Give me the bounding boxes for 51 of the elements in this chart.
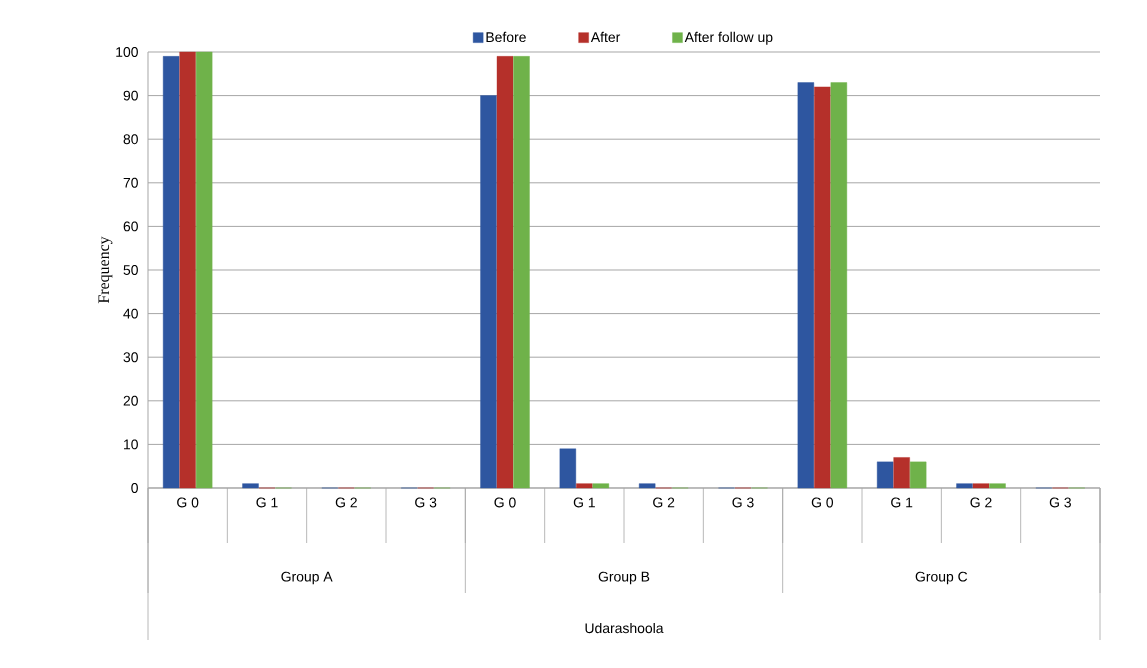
bar: [909, 461, 927, 489]
text: Udarashoola: [585, 622, 664, 634]
x-tick-label: G 1: [573, 497, 595, 508]
bar: [480, 95, 497, 489]
bar: [956, 483, 973, 489]
y-tick-label: 50: [123, 265, 138, 275]
bar: [242, 483, 259, 489]
bar: [797, 82, 815, 489]
x-tick-label: G 3: [415, 497, 437, 508]
legend-label: After follow up: [684, 31, 773, 45]
bar: [195, 51, 213, 489]
y-tick-label: 10: [124, 439, 138, 450]
bar: [162, 56, 180, 489]
y-tick-label: 100: [116, 47, 138, 57]
y-tick-label: 80: [123, 134, 138, 145]
bar: [893, 457, 910, 489]
x-tick-label: G 2: [653, 497, 675, 508]
bar: [876, 461, 894, 489]
y-tick-label: 40: [123, 308, 138, 319]
legend-label: After: [590, 31, 621, 43]
bar: [972, 483, 990, 489]
x-tick-label: G 0: [494, 497, 516, 508]
bar: [576, 483, 593, 489]
bar: [513, 56, 530, 489]
bar: [830, 82, 848, 489]
legend-label: Before: [486, 31, 526, 43]
bar: [592, 483, 610, 489]
y-tick-label: 90: [123, 90, 138, 101]
y-tick-label: 30: [123, 352, 138, 363]
y-tick-label: 0: [131, 483, 138, 493]
x-tick-label: G 1: [256, 497, 278, 508]
y-tick-label: 70: [123, 177, 138, 188]
x-tick-label: G 1: [891, 497, 913, 508]
y-axis-title: Frequency: [98, 236, 113, 304]
text: Group B: [598, 571, 650, 585]
y-tick-label: 20: [123, 395, 138, 406]
x-tick-label: G 2: [970, 497, 992, 508]
x-tick-label: G 3: [732, 497, 754, 508]
bar: [989, 483, 1006, 489]
x-tick-label: G 2: [335, 497, 357, 508]
x-tick-label: G 0: [811, 497, 834, 508]
y-tick-label: 60: [123, 221, 138, 232]
bar: [814, 86, 831, 489]
bar: [496, 56, 514, 489]
bar: [638, 483, 656, 489]
bar: [179, 51, 196, 489]
x-tick-label: G 3: [1049, 497, 1071, 508]
x-tick-label: G 0: [177, 497, 199, 508]
bar: [559, 448, 577, 489]
text: Group A: [281, 571, 333, 585]
text: Group C: [915, 571, 968, 585]
